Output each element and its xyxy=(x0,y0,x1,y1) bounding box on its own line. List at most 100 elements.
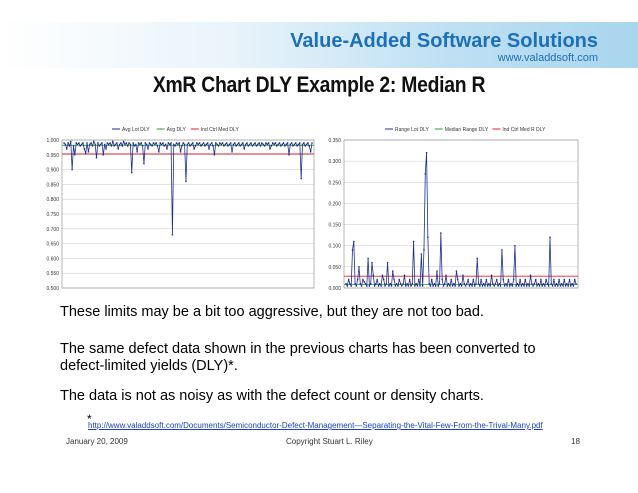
data-point xyxy=(103,143,106,146)
data-point xyxy=(200,145,202,147)
data-point xyxy=(379,283,381,285)
data-point xyxy=(490,274,493,277)
data-point xyxy=(382,278,385,281)
data-point xyxy=(511,285,514,287)
data-point xyxy=(497,285,499,287)
y-tick-label: 0.850 xyxy=(46,182,59,188)
data-point xyxy=(265,142,267,144)
footnote-link[interactable]: http://www.valaddsoft.com/Documents/Semi… xyxy=(88,421,543,430)
data-point xyxy=(211,142,213,144)
data-point xyxy=(555,283,558,285)
data-point xyxy=(269,148,271,150)
data-point xyxy=(429,285,432,287)
data-point xyxy=(299,142,301,144)
data-point xyxy=(135,143,137,146)
plot-area xyxy=(343,139,579,289)
data-point xyxy=(99,143,102,146)
data-point xyxy=(160,143,163,146)
data-point xyxy=(572,285,575,287)
data-point xyxy=(173,143,175,146)
data-point xyxy=(377,285,380,287)
data-point xyxy=(89,143,91,146)
data-point xyxy=(90,142,92,144)
legend-label: Avg Lot DLY xyxy=(122,127,150,133)
data-point xyxy=(197,143,199,146)
data-point xyxy=(212,145,214,147)
data-point xyxy=(228,143,231,146)
data-point xyxy=(64,143,67,146)
slide-title: XmR Chart DLY Example 2: Median R xyxy=(152,72,486,97)
data-point xyxy=(394,285,397,287)
data-point xyxy=(80,143,83,146)
data-point xyxy=(183,143,186,146)
data-point xyxy=(145,143,148,146)
legend-label: Median Range DLY xyxy=(445,127,489,133)
data-point xyxy=(118,143,121,146)
data-point xyxy=(257,143,259,146)
data-point xyxy=(454,285,456,287)
data-point xyxy=(91,145,94,147)
data-point xyxy=(263,145,266,147)
series-line xyxy=(345,152,577,288)
data-point xyxy=(421,285,424,287)
data-point xyxy=(440,232,442,234)
footnote: http://www.valaddsoft.com/Documents/Semi… xyxy=(88,421,543,430)
y-tick-label: 0.900 xyxy=(46,168,59,174)
data-point xyxy=(458,285,460,287)
data-point xyxy=(147,148,149,150)
data-point xyxy=(407,285,410,287)
data-point xyxy=(108,143,110,146)
legend-label: Ind Ctrl Med R DLY xyxy=(502,127,546,133)
data-point xyxy=(300,177,302,180)
data-point xyxy=(178,142,180,144)
data-point xyxy=(231,151,233,153)
data-point xyxy=(137,142,140,144)
data-point xyxy=(148,142,151,144)
data-point xyxy=(529,274,532,277)
data-point xyxy=(494,283,497,285)
data-point xyxy=(311,142,313,144)
data-point xyxy=(486,285,489,287)
data-point xyxy=(251,145,254,147)
data-point xyxy=(106,142,109,144)
data-point xyxy=(531,283,533,285)
data-point xyxy=(113,145,115,147)
y-tick-label: 0.500 xyxy=(46,286,59,292)
data-point xyxy=(381,274,384,277)
data-point xyxy=(438,283,441,285)
data-point xyxy=(444,283,446,285)
data-point xyxy=(114,143,117,146)
data-point xyxy=(441,278,443,281)
data-point xyxy=(204,145,206,147)
data-point xyxy=(548,285,550,287)
data-point xyxy=(399,283,402,285)
data-point xyxy=(133,145,136,147)
data-point xyxy=(459,283,462,285)
data-point xyxy=(86,142,88,144)
data-point xyxy=(186,143,189,146)
data-point xyxy=(255,145,258,147)
data-point xyxy=(561,283,563,285)
data-point xyxy=(72,145,75,147)
data-point xyxy=(267,142,270,144)
data-point xyxy=(349,283,351,285)
data-point xyxy=(368,285,371,287)
data-point xyxy=(129,143,132,146)
data-point xyxy=(424,173,426,175)
data-point xyxy=(79,145,81,147)
data-point xyxy=(187,142,190,144)
data-point xyxy=(358,266,360,268)
data-point xyxy=(464,285,467,287)
data-point xyxy=(259,145,262,147)
data-point xyxy=(162,142,164,144)
data-point xyxy=(274,142,277,144)
data-point xyxy=(570,285,572,287)
data-point xyxy=(126,145,129,147)
data-point xyxy=(209,143,212,146)
data-point xyxy=(522,283,524,285)
dly-range-chart: Range Lot DLY Median Range DLY Ind Ctrl Me… xyxy=(328,127,579,292)
data-point xyxy=(116,142,118,144)
data-point xyxy=(575,283,577,285)
data-point xyxy=(550,283,553,285)
data-point xyxy=(347,278,350,281)
